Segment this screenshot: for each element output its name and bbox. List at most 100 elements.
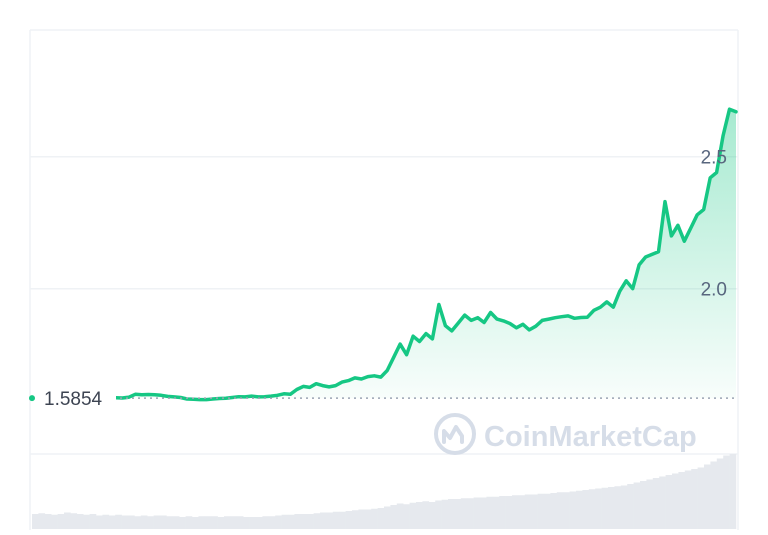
volume-bar bbox=[281, 514, 289, 529]
volume-bar bbox=[364, 509, 372, 529]
volume-bar bbox=[544, 493, 551, 529]
coinmarketcap-logo-icon bbox=[434, 413, 476, 455]
volume-bar bbox=[480, 497, 487, 529]
volume-bar bbox=[409, 502, 417, 529]
volume-bar bbox=[262, 516, 270, 529]
volume-bar bbox=[531, 494, 538, 529]
volume-bar bbox=[153, 515, 161, 529]
volume-bar bbox=[416, 502, 423, 529]
volume-bar bbox=[428, 502, 436, 529]
volume-bar bbox=[620, 485, 628, 529]
volume-bar bbox=[614, 486, 622, 529]
volume-bar bbox=[512, 495, 519, 529]
volume-bar bbox=[236, 516, 244, 529]
volume-bar bbox=[563, 492, 570, 529]
volume-bar bbox=[230, 516, 238, 529]
volume-bar bbox=[454, 499, 462, 529]
volume-bar bbox=[492, 496, 500, 529]
volume-bar bbox=[697, 467, 705, 529]
volume-bar bbox=[505, 496, 513, 529]
volume-bar bbox=[147, 516, 154, 529]
volume-bar bbox=[102, 514, 110, 529]
volume-bar bbox=[460, 498, 468, 529]
volume-bar bbox=[467, 498, 474, 529]
volume-bar bbox=[640, 481, 647, 529]
volume-bar bbox=[377, 508, 385, 529]
volume-bar bbox=[556, 492, 564, 529]
volume-bar bbox=[652, 478, 660, 529]
volume-bar bbox=[524, 494, 532, 529]
volume-bar bbox=[486, 496, 494, 529]
volume-bar bbox=[716, 458, 724, 529]
volume-bar bbox=[665, 475, 673, 529]
volume-bar bbox=[729, 454, 737, 529]
volume-bar bbox=[275, 515, 282, 529]
volume-bar bbox=[32, 514, 39, 529]
volume-bar bbox=[691, 469, 698, 529]
volume-bar bbox=[608, 487, 615, 529]
volume-bar bbox=[243, 517, 250, 529]
volume-bar bbox=[64, 512, 71, 529]
watermark: CoinMarketCap bbox=[434, 413, 697, 455]
volume-bar bbox=[576, 490, 583, 529]
volume-bar bbox=[403, 504, 410, 529]
volume-bar bbox=[44, 514, 52, 529]
volume-bar bbox=[57, 514, 65, 529]
volume-bar bbox=[384, 506, 391, 529]
volume-bar bbox=[352, 510, 359, 529]
volume-bar bbox=[198, 516, 206, 529]
volume-bar bbox=[300, 514, 308, 529]
volume-bar bbox=[339, 511, 346, 529]
volume-bar bbox=[294, 514, 302, 529]
volume-bar bbox=[390, 505, 398, 529]
volume-bar bbox=[166, 516, 174, 529]
volume-bars bbox=[32, 454, 737, 529]
volume-bar bbox=[441, 499, 449, 529]
volume-bar bbox=[723, 455, 730, 529]
price-area-fill bbox=[32, 109, 736, 399]
volume-bar bbox=[217, 517, 225, 529]
y-tick-label: 2.5 bbox=[701, 148, 727, 169]
price-line[interactable] bbox=[30, 107, 738, 402]
volume-bar bbox=[224, 516, 231, 529]
volume-bar bbox=[358, 509, 366, 529]
volume-bar bbox=[320, 512, 327, 529]
y-tick-label: 2.0 bbox=[701, 280, 727, 301]
volume-bar bbox=[288, 514, 295, 529]
volume-bar bbox=[435, 500, 442, 529]
open-price-label-background bbox=[32, 380, 116, 417]
volume-bar bbox=[128, 515, 135, 529]
volume-bar bbox=[550, 493, 558, 529]
volume-bar bbox=[179, 517, 186, 529]
volume-bar bbox=[172, 516, 180, 529]
volume-bar bbox=[371, 508, 378, 529]
volume-bar bbox=[595, 488, 602, 529]
volume-bar bbox=[582, 490, 590, 529]
volume-bar bbox=[121, 515, 129, 529]
open-price-label: 1.5854 bbox=[44, 389, 103, 410]
volume-bar bbox=[83, 514, 90, 529]
volume-bar bbox=[268, 516, 276, 529]
volume-bar bbox=[51, 514, 58, 529]
volume-bar bbox=[518, 495, 526, 529]
volume-bar bbox=[108, 515, 116, 529]
watermark-text: CoinMarketCap bbox=[484, 421, 697, 453]
volume-bar bbox=[332, 511, 340, 529]
volume-bar bbox=[588, 489, 596, 529]
volume-bar bbox=[473, 497, 481, 529]
volume-bar bbox=[115, 514, 122, 529]
volume-bar bbox=[307, 514, 314, 529]
volume-bar bbox=[704, 464, 711, 529]
open-price-marker bbox=[29, 395, 35, 402]
volume-bar bbox=[249, 517, 257, 529]
volume-bar bbox=[192, 517, 199, 529]
volume-bar bbox=[659, 476, 666, 529]
volume-bar bbox=[96, 515, 103, 529]
volume-bar bbox=[313, 513, 321, 529]
volume-bar bbox=[134, 516, 142, 529]
volume-bar bbox=[256, 517, 263, 529]
volume-bar bbox=[537, 493, 545, 529]
volume-bar bbox=[76, 514, 84, 529]
